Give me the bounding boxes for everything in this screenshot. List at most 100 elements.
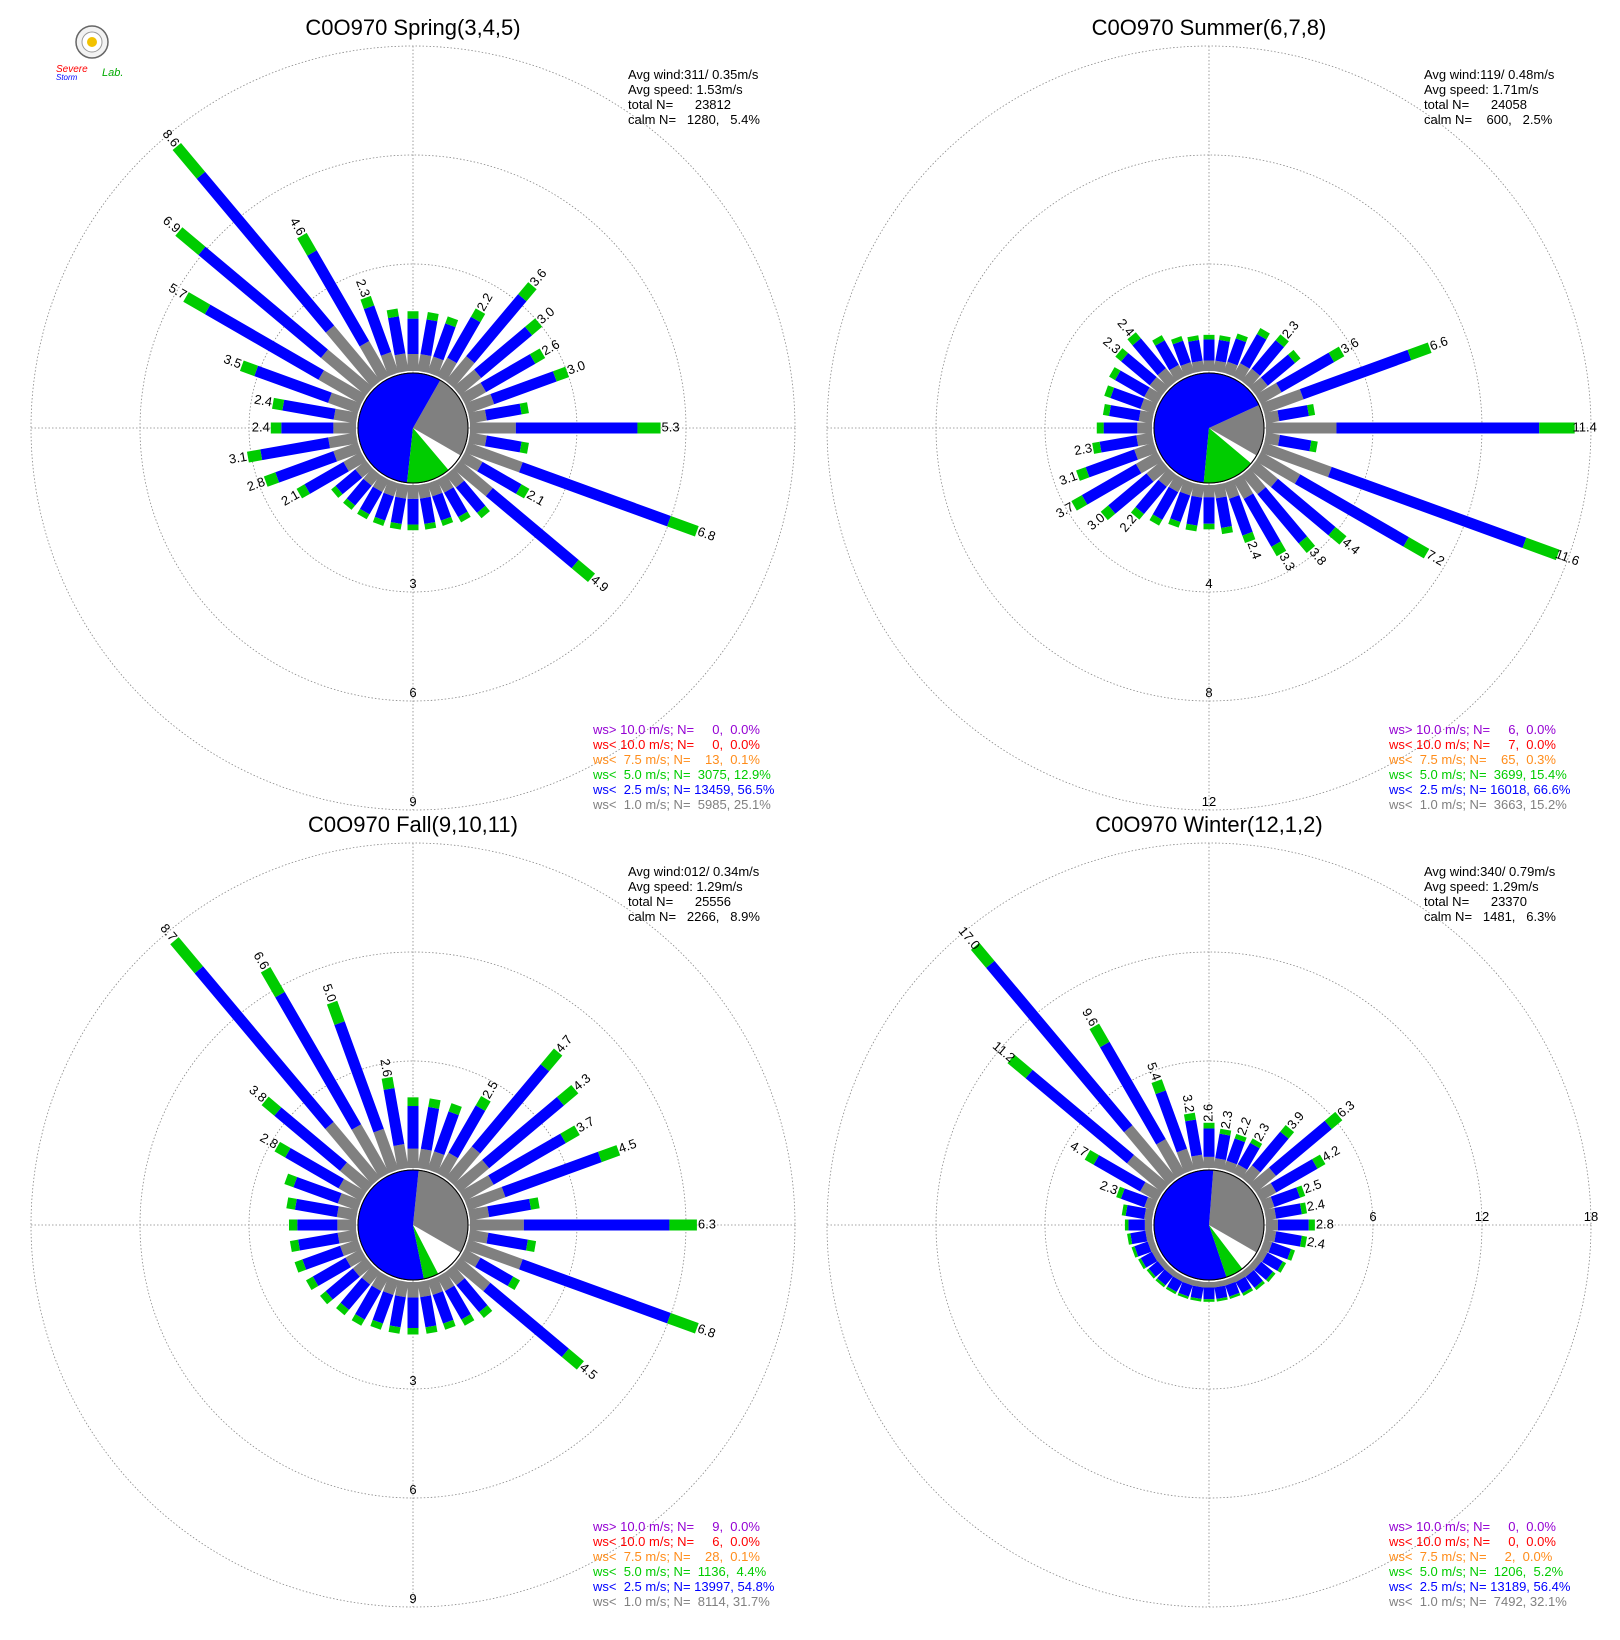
wind-bar-segment <box>482 1097 564 1169</box>
wind-bar-segment <box>1157 1257 1169 1270</box>
wind-bar-segment <box>407 1282 419 1298</box>
wind-rose-panel-4: 6 12 182.82.42.34.711.217.09.65.43.2 2.6 2.3… <box>826 812 1598 1609</box>
wind-bar-segment <box>294 1198 339 1218</box>
wind-bar-segment <box>372 516 386 526</box>
wind-bar-segment <box>1235 333 1248 343</box>
wind-bar-segment <box>1165 1286 1177 1295</box>
stats-line: calm N= 1481, 6.3% <box>1424 909 1556 924</box>
wind-bar-segment <box>501 1151 602 1198</box>
wind-bar-segment <box>453 369 482 396</box>
wind-bar-segment <box>335 469 363 495</box>
wind-bar-segment <box>1270 1159 1318 1193</box>
wind-bar-segment <box>1234 1133 1247 1143</box>
wind-bar-segment <box>239 360 259 377</box>
wind-bar-segment <box>1260 389 1304 414</box>
wind-bar-segment <box>407 353 419 371</box>
wind-bar-segment <box>484 435 522 453</box>
wind-bar-segment <box>1260 1196 1275 1211</box>
wind-bar-segment <box>284 1173 298 1188</box>
wind-bar-segment <box>355 1285 382 1320</box>
wind-bar-segment <box>1223 1160 1237 1174</box>
wind-bar-segment <box>486 1232 528 1251</box>
wind-bar-segment <box>598 1145 621 1163</box>
wind-bar-segment <box>1215 496 1232 528</box>
wind-bar-segment <box>1146 1268 1156 1279</box>
wind-bar-segment <box>1132 338 1166 376</box>
wind-bar-segment <box>333 442 362 462</box>
wind-bar-segment <box>1277 1219 1309 1231</box>
wind-bar-segment <box>175 227 206 256</box>
wind-bar-segment <box>340 1277 371 1310</box>
wind-bar-segment <box>1308 1219 1315 1231</box>
wind-bar-segment <box>1152 335 1165 346</box>
stats-line: Avg speed: 1.29m/s <box>1424 879 1539 894</box>
legend-entry: ws< 7.5 m/s; N= 2, 0.0% <box>1388 1549 1553 1564</box>
wind-bar-segment <box>519 462 671 527</box>
wind-bar-segment <box>196 171 335 333</box>
wind-bar-segment <box>1140 1251 1158 1268</box>
wind-bar-segment <box>1274 1203 1302 1219</box>
wind-bar-segment <box>337 1229 358 1244</box>
legend-entry: ws< 1.0 m/s; N= 8114, 31.7% <box>592 1594 770 1609</box>
wind-bar-segment <box>1203 1156 1215 1168</box>
bar-value-label: 3.0 <box>565 357 587 377</box>
wind-bar-segment <box>363 468 381 486</box>
wind-bar-segment <box>1256 328 1270 340</box>
wind-bar-segment <box>383 1276 399 1295</box>
stats-line: calm N= 2266, 8.9% <box>628 909 760 924</box>
wind-bar-segment <box>1287 1249 1295 1261</box>
wind-bar-segment <box>1147 1239 1158 1252</box>
wind-bar-segment <box>294 1259 307 1273</box>
wind-bar-segment <box>312 1257 351 1287</box>
wind-bar-segment <box>1110 387 1145 409</box>
wind-bar-segment <box>1225 1281 1240 1297</box>
wind-bar-segment <box>490 371 557 405</box>
wind-bar-segment <box>390 496 407 525</box>
ring-label: 9 <box>409 1591 416 1606</box>
wind-bar-segment <box>1128 1219 1145 1231</box>
wind-bar-segment <box>475 1095 491 1111</box>
ring-label: 6 <box>1369 1209 1376 1224</box>
wind-bar-segment <box>471 1064 550 1154</box>
bar-value-label: 5.0 <box>319 982 339 1004</box>
calm-circle-outline <box>1153 1169 1265 1281</box>
wind-bar-segment <box>1092 441 1102 454</box>
wind-bar-segment <box>172 142 206 179</box>
wind-bar-segment <box>407 1148 419 1168</box>
wind-bar-segment <box>326 1000 345 1025</box>
wind-bar-segment <box>444 1285 471 1320</box>
wind-bar-segment <box>407 318 419 354</box>
wind-bar-segment <box>289 1239 300 1252</box>
legend-entry: ws< 2.5 m/s; N= 16018, 66.6% <box>1388 782 1571 797</box>
bar-value-label: 2.5 <box>1301 1176 1323 1196</box>
wind-bar-segment <box>1203 360 1215 371</box>
wind-bar-segment <box>468 1206 490 1221</box>
wind-bar-segment <box>485 487 579 569</box>
wind-bar-segment <box>464 1186 506 1211</box>
wind-bar-segment <box>1255 1248 1268 1263</box>
calm-pie-slice <box>407 428 449 483</box>
wind-bar-segment <box>386 308 399 319</box>
wind-bar-segment <box>436 1271 455 1292</box>
wind-bar-segment <box>427 1276 443 1295</box>
wind-bar-segment <box>523 1219 670 1231</box>
ring-label: 8 <box>1205 685 1212 700</box>
wind-bar-segment <box>519 1259 671 1324</box>
bar-value-label: 2.8 <box>1316 1216 1334 1231</box>
wind-bar-segment <box>468 1229 489 1244</box>
wind-bar-segment <box>1192 1280 1205 1288</box>
wind-bar-segment <box>484 403 522 421</box>
wind-bar-segment <box>443 1319 456 1330</box>
wind-bar-segment <box>1158 468 1177 487</box>
wind-bar-segment <box>1140 398 1158 414</box>
wind-bar-segment <box>475 1257 514 1287</box>
wind-bar-segment <box>194 966 334 1129</box>
wind-bar-segment <box>459 382 487 405</box>
wind-bar-segment <box>331 485 343 498</box>
wind-bar-segment <box>1232 363 1250 382</box>
wind-bar-segment <box>170 937 204 974</box>
wind-bar-segment <box>417 1148 432 1170</box>
wind-bar-segment <box>1190 1285 1204 1300</box>
calm-pie-slice <box>1209 1170 1264 1253</box>
wind-bar-segment <box>325 1268 360 1300</box>
